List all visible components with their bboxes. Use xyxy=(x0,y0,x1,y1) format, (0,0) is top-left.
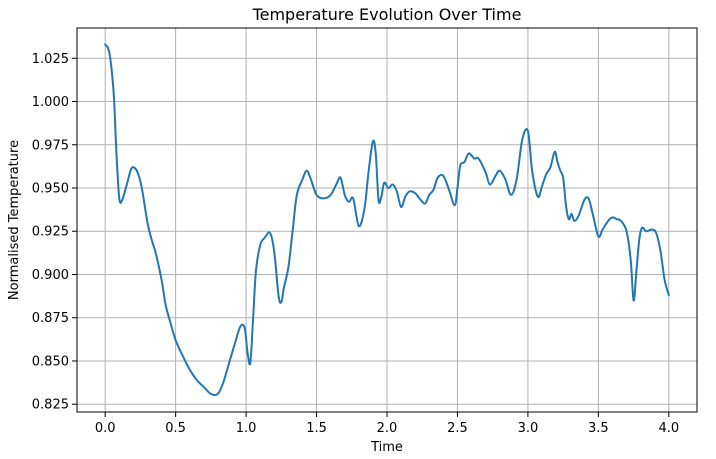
x-tick-label: 3.5 xyxy=(588,421,609,436)
series-line-0 xyxy=(104,43,670,397)
x-tick-label: 3.0 xyxy=(518,421,539,436)
y-tick-label: 0.875 xyxy=(32,311,69,326)
y-tick-label: 1.000 xyxy=(32,95,69,110)
x-tick-label: 1.5 xyxy=(306,421,327,436)
y-tick-label: 0.825 xyxy=(32,398,69,413)
y-tick-label: 0.975 xyxy=(32,138,69,153)
y-axis-ticks: 0.825 0.850 0.875 0.900 0.925 0.950 0.975 1.000… xyxy=(32,52,77,413)
grid xyxy=(77,28,697,412)
x-tick-label: 0.5 xyxy=(165,421,186,436)
y-axis-title: Normalised Temperature xyxy=(7,140,22,300)
x-tick-label: 2.5 xyxy=(447,421,468,436)
y-tick-label: 0.925 xyxy=(32,225,69,240)
y-tick-label: 0.950 xyxy=(32,182,69,197)
y-tick-label: 0.850 xyxy=(32,354,69,369)
x-tick-label: 1.0 xyxy=(236,421,257,436)
y-tick-label: 1.025 xyxy=(32,52,69,67)
chart-title: Temperature Evolution Over Time xyxy=(252,5,522,24)
x-tick-label: 0.0 xyxy=(95,421,116,436)
y-tick-label: 0.900 xyxy=(32,268,69,283)
x-axis-ticks: 0.0 0.5 1.0 1.5 2.0 2.5 3.0 3.5 4.0 xyxy=(95,412,679,436)
x-tick-label: 4.0 xyxy=(658,421,679,436)
x-axis-title: Time xyxy=(370,440,403,455)
series-layer xyxy=(104,43,670,397)
x-tick-label: 2.0 xyxy=(377,421,398,436)
